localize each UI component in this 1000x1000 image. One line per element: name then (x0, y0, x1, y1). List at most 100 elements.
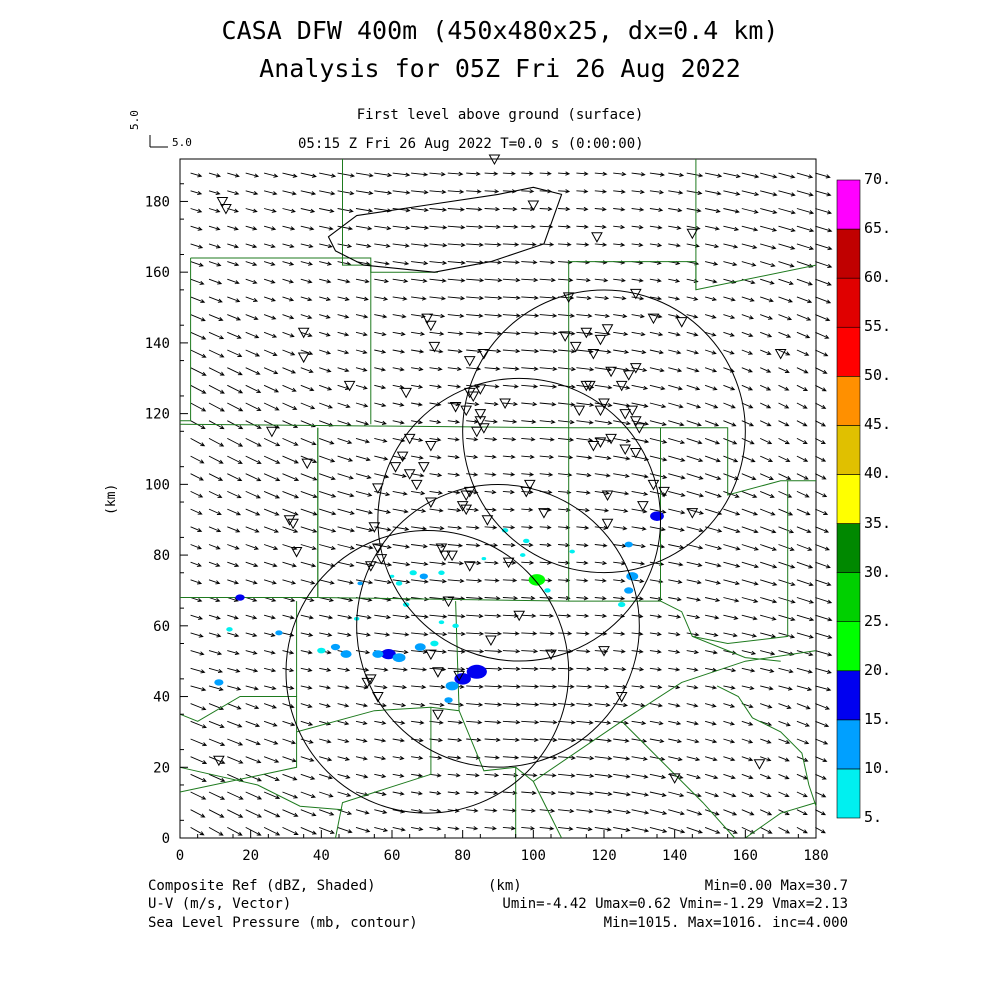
station-marker-89 (513, 610, 526, 622)
footer-left-2: U-V (m/s, Vector) (148, 896, 292, 912)
wind-vectors (190, 171, 833, 836)
station-marker-71 (460, 504, 473, 516)
x-tick-label-7: 140 (662, 848, 687, 864)
station-marker-18 (580, 327, 593, 339)
y-tick-label-3: 60 (153, 619, 170, 635)
boundary-20 (716, 685, 817, 807)
station-marker-78 (637, 501, 649, 512)
colorbar-swatch-8 (836, 376, 861, 426)
vector-field (190, 171, 833, 836)
echo-27 (395, 581, 403, 586)
x-axis-label: (km) (488, 878, 522, 894)
station-marker-19 (594, 334, 607, 346)
reference-vector-label: 5.0 (172, 136, 192, 149)
station-marker-69 (425, 497, 437, 509)
footer-right-3: Min=1015. Max=1016. inc=4.000 (603, 915, 848, 931)
station-marker-3 (527, 200, 540, 212)
boundary-2 (190, 257, 372, 425)
echo-23 (544, 588, 551, 593)
station-marker-45 (449, 402, 462, 413)
colorbar-swatch-11 (836, 228, 861, 279)
station-marker-48 (474, 416, 487, 427)
station-marker-75 (538, 508, 550, 519)
colorbar-swatch-10 (836, 277, 861, 328)
boundary-14 (455, 601, 460, 711)
colorbar-label-2: 15. (864, 709, 892, 728)
station-marker-85 (439, 550, 451, 562)
boundary-13 (335, 707, 432, 839)
station-marker-0 (216, 196, 229, 208)
station-marker-94 (615, 692, 628, 703)
colorbar-label-0: 5. (864, 808, 883, 826)
pressure-contour-1015 (327, 186, 563, 273)
station-marker-4 (591, 232, 603, 243)
station-marker-10 (343, 380, 356, 392)
station-marker-16 (601, 324, 614, 335)
station-marker-30 (573, 405, 586, 417)
y-tick-label-9: 180 (145, 194, 170, 210)
station-marker-51 (400, 387, 412, 399)
station-marker-87 (463, 561, 476, 572)
station-marker-34 (619, 444, 632, 456)
echo-5 (372, 650, 384, 658)
station-marker-96 (753, 759, 766, 770)
echo-10 (430, 640, 439, 647)
y-tick-label-7: 140 (145, 336, 170, 352)
time-line: 05:15 Z Fri 26 Aug 2022 T=0.0 s (0:00:00… (298, 136, 644, 152)
colorbar-label-4: 25. (864, 611, 892, 630)
radar-ring-0 (285, 529, 570, 814)
subtitle: First level above ground (surface) (356, 107, 644, 123)
y-tick-label-1: 20 (153, 760, 170, 776)
echo-32 (501, 528, 509, 533)
echo-34 (438, 620, 445, 625)
x-tick-label-5: 100 (521, 848, 546, 864)
station-marker-104 (432, 709, 444, 721)
colorbar-swatch-2 (836, 670, 861, 721)
echo-25 (409, 570, 417, 576)
station-marker-66 (364, 561, 377, 572)
boundary-19 (532, 781, 563, 839)
y-tick-label-6: 120 (145, 407, 170, 423)
station-marker-54 (389, 462, 402, 473)
colorbar-label-13: 70. (864, 170, 892, 188)
radar-range-rings (285, 289, 746, 814)
station-marker-59 (301, 458, 314, 470)
station-marker-72 (481, 515, 494, 526)
station-marker-86 (446, 550, 458, 562)
station-marker-33 (633, 423, 646, 434)
station-marker-44 (499, 398, 511, 410)
footer-left-3: Sea Level Pressure (mb, contour) (148, 915, 418, 931)
reference-vector (149, 135, 168, 148)
x-tick-label-1: 20 (242, 848, 259, 864)
station-marker-1 (220, 204, 232, 215)
boundary-1 (180, 258, 192, 422)
echo-28 (357, 581, 363, 586)
echo-3 (381, 649, 396, 660)
footer-right-1: Min=0.00 Max=30.7 (704, 878, 848, 894)
station-marker-95 (668, 773, 681, 784)
station-marker-80 (658, 486, 670, 498)
colorbar-label-12: 65. (864, 219, 892, 238)
x-tick-label-8: 160 (733, 848, 758, 864)
colorbar-swatch-9 (836, 326, 861, 377)
station-marker-93 (598, 646, 610, 657)
echo-19 (626, 572, 639, 581)
station-marker-43 (467, 391, 480, 402)
station-marker-12 (562, 292, 575, 303)
station-marker-39 (478, 349, 490, 360)
station-marker-26 (622, 370, 635, 381)
plot-frame (179, 158, 817, 839)
station-marker-21 (605, 366, 617, 378)
station-marker-13 (629, 288, 642, 300)
station-marker-27 (629, 363, 642, 374)
station-marker-60 (283, 515, 296, 526)
station-marker-97 (213, 755, 225, 767)
boundary-21 (745, 802, 817, 839)
title-line-1: CASA DFW 400m (450x480x25, dx=0.4 km) (221, 16, 779, 45)
colorbar-label-11: 60. (864, 268, 892, 287)
echo-29 (523, 538, 530, 544)
boundary-7 (568, 427, 816, 496)
station-marker-79 (647, 479, 660, 491)
echo-22 (624, 541, 633, 548)
station-marker-91 (485, 635, 497, 646)
